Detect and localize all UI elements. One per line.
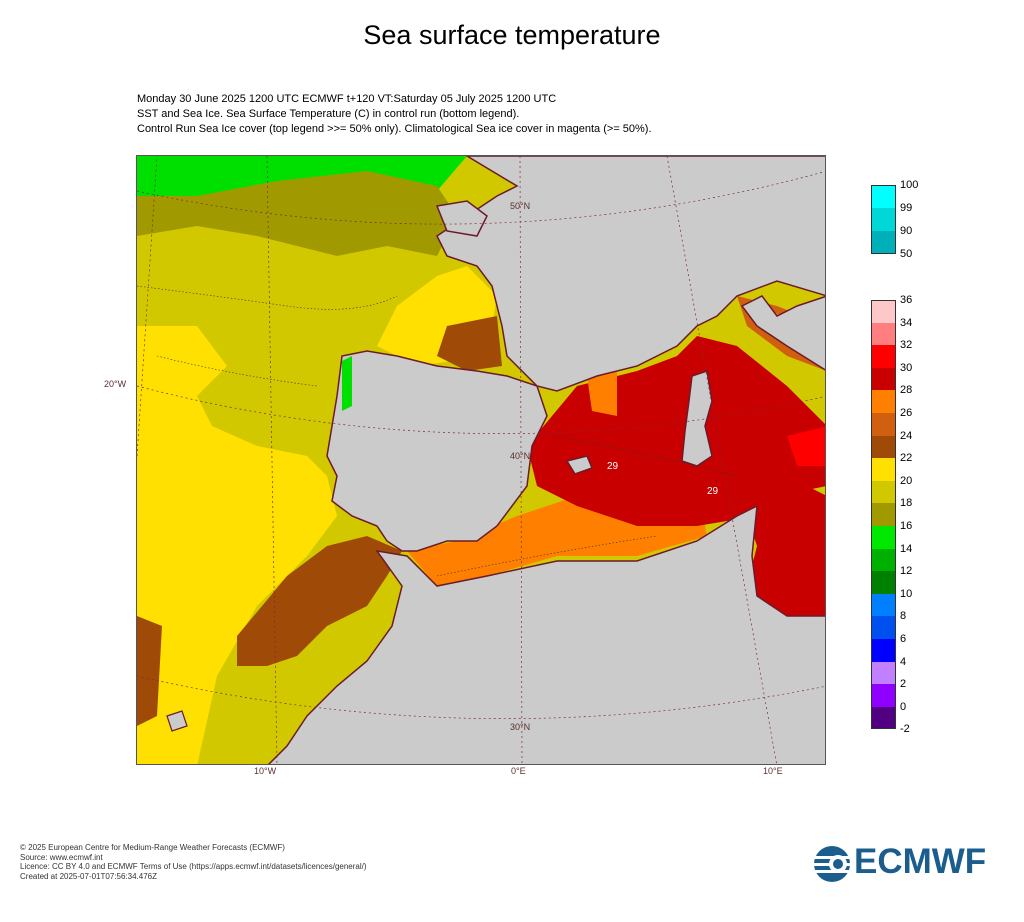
legend-tick-label: 32 [900, 339, 913, 352]
footer-line: © 2025 European Centre for Medium-Range … [20, 843, 285, 852]
subtitle-line-1: Monday 30 June 2025 1200 UTC ECMWF t+120… [137, 93, 557, 105]
lat-label-50n: 50°N [510, 201, 531, 211]
legend-swatch [871, 593, 896, 617]
legend-tick-label: -2 [900, 723, 910, 736]
legend-swatch [871, 571, 896, 594]
legend-tick-label: 2 [900, 678, 907, 691]
subtitle-line-2: SST and Sea Ice. Sea Surface Temperature… [137, 108, 520, 120]
lat-label-30n: 30°N [510, 722, 531, 732]
legend-tick-label: 30 [900, 361, 913, 374]
lon-label-20w: 20°W [104, 379, 127, 389]
legend-swatch [871, 639, 896, 662]
lon-label-10w: 10°W [254, 766, 277, 776]
legend-swatch [871, 435, 896, 459]
legend-tick-label: 36 [900, 294, 913, 306]
legend-swatch [871, 480, 896, 504]
legend-swatch [871, 390, 896, 413]
legend-tick-label: 99 [900, 202, 913, 214]
legend-tick-label: 34 [900, 316, 913, 329]
legend-swatch [871, 322, 896, 346]
legend-tick-label: 8 [900, 610, 907, 623]
legend-swatch [871, 367, 896, 391]
subtitle-line-3: Control Run Sea Ice cover (top legend >>… [137, 123, 652, 135]
legend-swatch [871, 706, 896, 730]
legend-tick-label: 20 [900, 474, 913, 487]
logo-text: ECMWF [854, 842, 987, 881]
legend-tick-label: 26 [900, 407, 913, 419]
legend-tick-label: 16 [900, 520, 913, 532]
lat-label-40n: 40°N [510, 451, 531, 461]
sst-map: 50°N 40°N 30°N 29 29 [136, 155, 826, 765]
lon-label-0e: 0°E [511, 766, 526, 776]
legend-tick-label: 12 [900, 565, 913, 578]
chart-title: Sea surface temperature [363, 20, 661, 50]
footer-line: Created at 2025-07-01T07:56:34.476Z [20, 871, 157, 881]
legend-swatch [871, 413, 896, 436]
legend-tick-label: 100 [900, 179, 919, 191]
legend-tick-label: 14 [900, 542, 913, 555]
legend-swatch [871, 458, 896, 481]
legend-tick-label: 22 [900, 452, 913, 465]
legend-swatch [871, 616, 896, 639]
legend-swatch [871, 208, 896, 231]
legend-swatch [871, 684, 896, 707]
footer-line: Licence: CC BY 4.0 and ECMWF Terms of Us… [20, 862, 367, 871]
footer-credits: © 2025 European Centre for Medium-Range … [20, 843, 367, 881]
legend-tick-label: 10 [900, 587, 913, 600]
ecmwf-logo-icon [814, 846, 850, 882]
legend-tick-label: 24 [900, 429, 913, 442]
legend-swatch [871, 548, 896, 572]
legend-tick-label: 0 [900, 700, 907, 713]
legend-swatch [871, 503, 896, 526]
legend-tick-label: 18 [900, 497, 913, 510]
legend-swatch [871, 185, 896, 208]
legend-tick-label: 50 [900, 248, 913, 260]
legend-tick-label: 4 [900, 655, 907, 668]
legend-tick-label: 6 [900, 633, 907, 645]
legend-swatch [871, 231, 896, 254]
legend-swatch [871, 661, 896, 685]
lon-label-10e: 10°E [763, 766, 783, 776]
legend-swatch [871, 526, 896, 549]
contour-label: 29 [607, 461, 619, 472]
legend-tick-label: 28 [900, 384, 913, 397]
legend-tick-label: 90 [900, 225, 913, 237]
legend-swatch [871, 345, 896, 368]
contour-label: 29 [707, 486, 719, 497]
ecmwf-logo: ECMWF [812, 842, 1006, 884]
footer-line: Source: www.ecmwf.int [20, 852, 103, 862]
legend-swatch [871, 300, 896, 323]
